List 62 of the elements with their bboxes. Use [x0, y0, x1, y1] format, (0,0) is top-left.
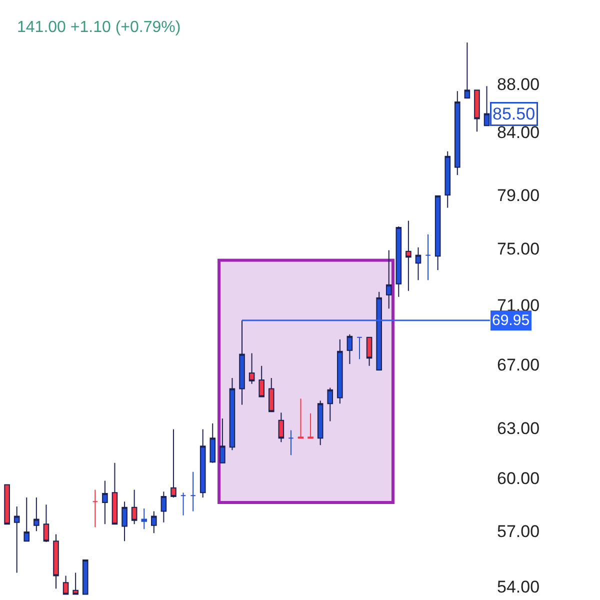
candlestick — [434, 195, 441, 271]
y-tick-label: 88.00 — [497, 75, 540, 94]
candlestick — [72, 572, 78, 595]
y-tick-label: 75.00 — [497, 240, 540, 259]
y-tick-label: 67.00 — [497, 356, 540, 375]
candlestick — [62, 575, 69, 595]
candlestick — [396, 226, 402, 298]
candlestick — [327, 387, 334, 422]
y-tick-label: 57.00 — [497, 522, 540, 541]
candlestick — [200, 428, 206, 498]
text: 85.50 — [492, 104, 536, 124]
candlestick — [346, 334, 353, 365]
candlestick — [317, 400, 324, 446]
candlestick — [14, 506, 20, 574]
candlestick — [415, 246, 422, 281]
candlestick — [82, 560, 88, 595]
candlestick — [386, 250, 392, 310]
candlestick — [474, 90, 480, 132]
y-tick-label: 79.00 — [497, 186, 540, 206]
candlestick — [248, 352, 255, 384]
candlestick — [454, 90, 460, 176]
candlestick — [170, 428, 176, 498]
candlestick — [366, 336, 372, 366]
candlestick — [337, 338, 343, 404]
candlestick — [151, 510, 157, 534]
candlestick — [43, 504, 50, 543]
candlestick — [24, 497, 30, 542]
candlestick — [406, 220, 412, 292]
candlestick — [102, 480, 108, 525]
candlestick — [92, 489, 98, 528]
y-tick-label: 71.00 — [497, 296, 540, 315]
candlestick — [258, 365, 264, 398]
candlestick — [298, 398, 304, 439]
candlestick — [112, 462, 118, 525]
candlestick — [288, 430, 294, 456]
candlestick — [278, 412, 284, 443]
ref-line-label: 69.95 — [492, 312, 530, 329]
candlestick — [356, 336, 362, 360]
candlestick — [122, 501, 128, 542]
candlestick — [4, 484, 10, 525]
y-tick-label: 54.00 — [497, 578, 540, 597]
candlestick — [268, 377, 274, 412]
candlestick — [141, 508, 148, 530]
candlestick — [229, 377, 236, 451]
y-tick-label: 60.00 — [497, 469, 540, 488]
candlestick — [34, 497, 40, 532]
candlestick — [376, 291, 382, 371]
candlestick — [210, 422, 216, 464]
candlestick — [464, 42, 470, 99]
y-tick-label: 63.00 — [497, 418, 540, 438]
candlestick — [425, 234, 431, 281]
candlestick — [308, 412, 314, 439]
y-tick-label: 84.00 — [497, 122, 540, 142]
candlestick — [160, 491, 167, 523]
text: 141.00 +1.10 (+0.79%) — [17, 19, 181, 36]
candlestick — [444, 150, 451, 208]
candlestick — [239, 320, 245, 406]
candlestick — [180, 492, 186, 516]
candlestick — [190, 471, 196, 512]
candlestick — [220, 418, 226, 464]
candlestick — [53, 534, 59, 590]
candlestick — [131, 489, 138, 525]
